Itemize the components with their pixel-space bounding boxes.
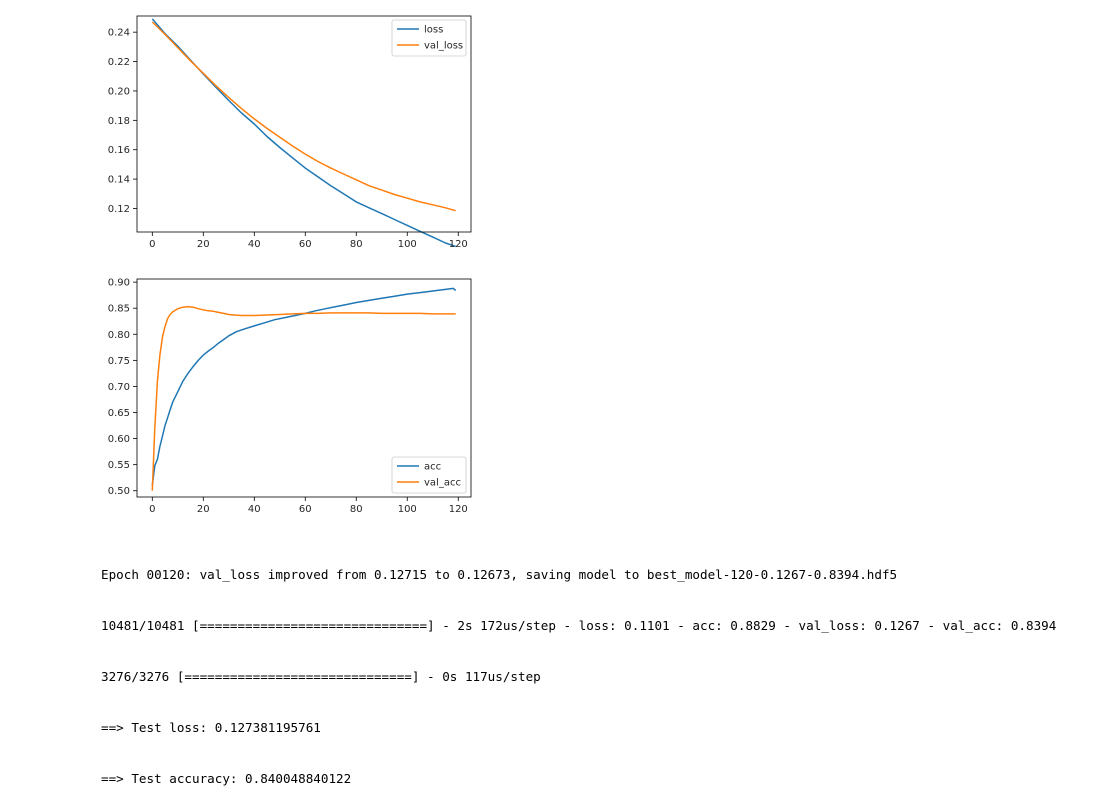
chart-1-series-acc-line: [151, 287, 457, 486]
chart-0-y-tick-label-0: 0.12: [108, 204, 130, 215]
chart-0-series-val-loss-line: [151, 21, 456, 212]
chart-1-legend-label-val-acc: val_acc: [424, 478, 461, 489]
chart-1-y-tick-label-4: 0.70: [108, 382, 130, 393]
chart-0-y-tick-label-6: 0.24: [108, 28, 130, 39]
chart-1-x-tick-label-20: 20: [197, 504, 210, 515]
chart-1-y-tick-label-2: 0.60: [108, 434, 130, 445]
chart-1-x-tick-label-120: 120: [449, 504, 468, 515]
chart-1-legend-label-acc: acc: [424, 462, 441, 473]
chart-1-x-tick-label-0: 0: [149, 504, 155, 515]
chart-0-legend-label-val-loss: val_loss: [424, 41, 463, 52]
chart-0-x-tick-label-20: 20: [197, 239, 210, 250]
chart-1-y-tick-label-6: 0.80: [108, 330, 130, 341]
chart-1-legend: acc val_acc: [391, 456, 467, 494]
chart-0-legend-label-loss: loss: [424, 25, 443, 36]
chart-0-y-tick-label-4: 0.20: [108, 86, 130, 97]
training-log: Epoch 00120: val_loss improved from 0.12…: [101, 532, 1056, 804]
chart-0-y-tick-label-3: 0.18: [108, 116, 130, 127]
chart-1-y-tick-label-1: 0.55: [108, 460, 130, 471]
chart-1-y-tick-label-8: 0.90: [108, 278, 130, 289]
log-line-test-progress: 3276/3276 [=============================…: [101, 669, 541, 684]
chart-1-y-tick-label-7: 0.85: [108, 304, 130, 315]
log-line-test-loss: ==> Test loss: 0.127381195761: [101, 720, 321, 735]
chart-1-y-tick-label-0: 0.50: [108, 486, 130, 497]
loss-chart: 0 20 40 60 80 100 120 0.12 0.14 0.16 0.18 0.20 0.22 0…: [108, 15, 472, 250]
chart-1-y-tick-label-3: 0.65: [108, 408, 130, 419]
chart-0-x-tick-label-120: 120: [449, 239, 468, 250]
chart-1-x-tick-label-40: 40: [248, 504, 261, 515]
chart-0-x-tick-label-40: 40: [248, 239, 261, 250]
chart-1-x-tick-label-80: 80: [350, 504, 363, 515]
training-charts: 0 20 40 60 80 100 120 0.12 0.14 0.16 0.18 0.20 0.22 0…: [108, 15, 472, 515]
accuracy-chart: 0 20 40 60 80 100 120 0.50 0.55 0.60 0.65 0.70 0.75 0…: [108, 278, 472, 515]
chart-0-x-tick-label-100: 100: [398, 239, 417, 250]
chart-1-series-val-acc-line: [151, 305, 456, 491]
chart-0-axes-frame: [136, 15, 472, 233]
chart-1-y-tick-label-5: 0.75: [108, 356, 130, 367]
chart-0-x-tick-label-0: 0: [149, 239, 155, 250]
chart-0-y-tick-label-5: 0.22: [108, 57, 130, 68]
chart-1-x-tick-label-60: 60: [299, 504, 312, 515]
chart-0-x-tick-label-60: 60: [299, 239, 312, 250]
chart-0-x-tick-label-80: 80: [350, 239, 363, 250]
chart-0-legend: loss val_loss: [391, 19, 467, 57]
chart-0-y-tick-label-1: 0.14: [108, 175, 130, 186]
chart-1-x-tick-label-100: 100: [398, 504, 417, 515]
log-line-epoch-summary: Epoch 00120: val_loss improved from 0.12…: [101, 567, 898, 582]
chart-1-axes-frame: [136, 278, 472, 498]
log-line-test-accuracy: ==> Test accuracy: 0.840048840122: [101, 771, 352, 786]
chart-0-y-tick-label-2: 0.16: [108, 145, 130, 156]
